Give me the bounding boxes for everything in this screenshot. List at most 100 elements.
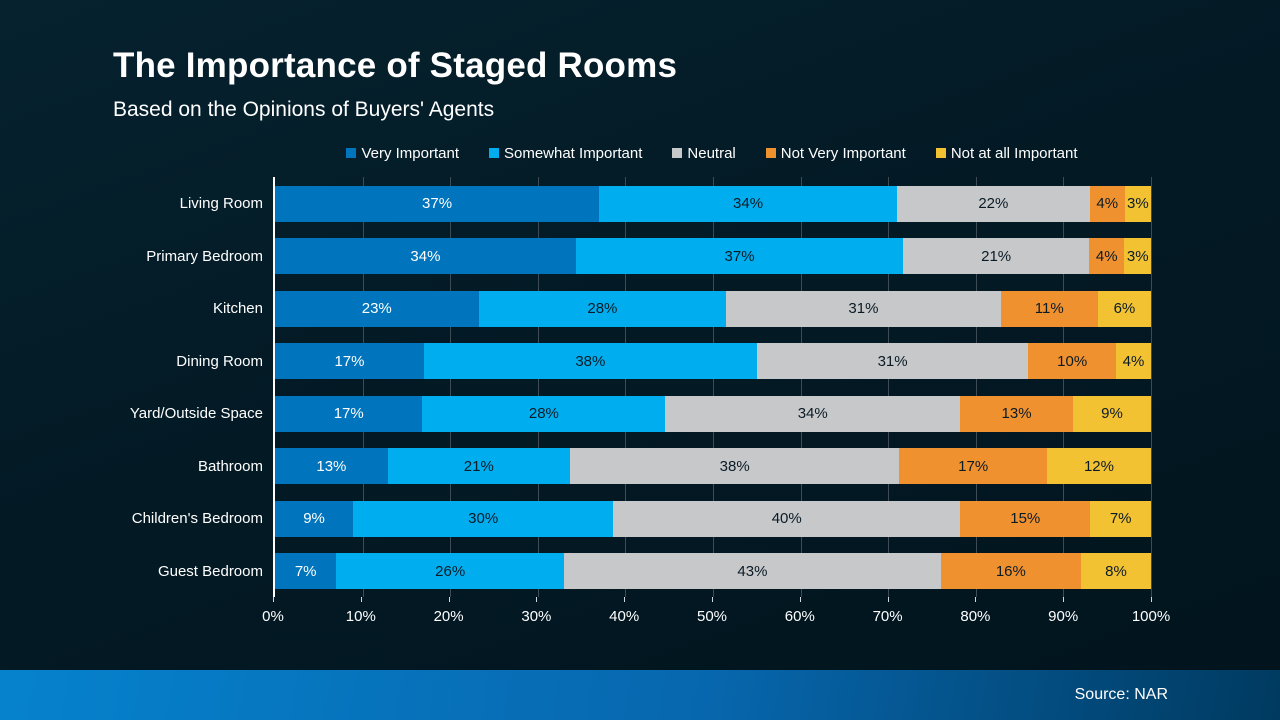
category-label: Dining Room — [176, 352, 263, 370]
chart-row: Bathroom 13% 21% 38% 17% 12% — [198, 440, 1151, 493]
stacked-bar: 13% 21% 38% 17% 12% — [275, 448, 1151, 484]
category-label: Guest Bedroom — [157, 562, 263, 580]
category-label: Yard/Outside Space — [129, 405, 263, 422]
bar-segment: 28% — [422, 395, 666, 432]
footer-bar: Source: NAR — [0, 670, 1280, 720]
bar-segment: 38% — [569, 448, 900, 484]
bar-segment: 13% — [960, 395, 1073, 432]
bar-segment: 17% — [275, 395, 423, 432]
stacked-bar: 17% 38% 31% 10% 4% — [275, 343, 1151, 379]
bar-segment: 23% — [275, 290, 479, 327]
category-label: Primary Bedroom — [146, 247, 263, 265]
x-axis: 0% 10% 20% 30% 40% 50% 60% 70% 80% 90% 100% — [262, 597, 1170, 631]
legend-swatch-icon — [488, 148, 499, 159]
axis-tick-label: 10% — [345, 608, 376, 626]
stacked-bar: 34% 37% 21% 4% 3% — [275, 238, 1151, 274]
category-label: Living Room — [179, 195, 263, 212]
bar-segment: 11% — [1000, 290, 1098, 327]
bar-segment: 12% — [1046, 448, 1151, 484]
bar-segment: 3% — [1124, 238, 1151, 274]
axis-tick-label: 30% — [521, 608, 552, 626]
axis-tick-label: 50% — [696, 608, 728, 626]
category-label: Children's Bedroom — [131, 510, 263, 527]
axis-tick — [887, 597, 889, 603]
gridlines — [275, 177, 1152, 598]
bar-segment: 34% — [275, 238, 576, 274]
chart-row: Dining Room 17% 38% 31% 10% 4% — [176, 335, 1151, 388]
bar-segment: 7% — [1090, 500, 1152, 537]
bar-segment: 37% — [575, 238, 904, 274]
axis-tick-label: 90% — [1048, 608, 1079, 626]
stacked-bar: 23% 28% 31% 11% 6% — [275, 290, 1151, 327]
legend-label: Neutral — [687, 144, 736, 162]
bar-segment: 37% — [275, 185, 600, 222]
legend-swatch-icon — [765, 148, 776, 159]
bar-segment: 31% — [726, 290, 1001, 327]
chart-row: Kitchen 23% 28% 31% 11% 6% — [213, 282, 1151, 335]
page-subtitle: Based on the Opinions of Buyers' Agents — [113, 98, 495, 122]
gridline — [362, 177, 364, 598]
legend-swatch-icon — [672, 148, 683, 159]
bar-rows: Living Room 37% 34% 22% 4% 3% Primary Bedroom 3… — [130, 177, 1152, 597]
chart-row: Children's Bedroom 9% 30% 40% 15% 7% — [132, 492, 1152, 545]
legend-swatch-icon — [346, 148, 357, 159]
axis-tick-label: 0% — [262, 608, 284, 626]
bar-segment: 38% — [423, 343, 757, 379]
axis-tick — [448, 597, 450, 603]
axis-tick-label: 70% — [872, 608, 903, 626]
bar-segment: 34% — [665, 395, 961, 432]
chart-row: Primary Bedroom 34% 37% 21% 4% 3% — [146, 230, 1151, 283]
stacked-bar: 37% 34% 22% 4% 3% — [275, 185, 1152, 222]
category-label: Kitchen — [212, 300, 263, 317]
legend-item: Not Very Important — [765, 144, 906, 162]
bar-segment: 4% — [1089, 185, 1125, 222]
gridline — [1151, 177, 1152, 598]
axis-tick — [536, 597, 538, 603]
gridline — [800, 177, 802, 598]
bar-segment: 40% — [613, 500, 961, 537]
gridline — [888, 177, 890, 598]
bar-segment: 13% — [275, 448, 388, 484]
stacked-bar: 9% 30% 40% 15% 7% — [275, 500, 1152, 537]
gridline — [1063, 177, 1065, 598]
bar-segment: 28% — [478, 290, 727, 327]
gridline — [975, 177, 977, 598]
gridline — [713, 177, 714, 598]
gridline — [625, 177, 627, 598]
axis-tick-label: 100% — [1131, 608, 1171, 626]
gridline — [450, 177, 452, 598]
axis-tick-label: 20% — [433, 608, 464, 626]
bar-segment: 4% — [1115, 343, 1151, 379]
chart-row: Living Room 37% 34% 22% 4% 3% — [180, 177, 1152, 230]
axis-tick — [975, 597, 977, 603]
page-title: The Importance of Staged Rooms — [113, 46, 678, 85]
legend-item: Somewhat Important — [488, 144, 643, 162]
legend-label: Very Important — [361, 144, 459, 162]
bar-segment: 22% — [896, 185, 1090, 222]
axis-tick — [799, 597, 801, 603]
chart-legend: Very Important Somewhat Important Neutral N… — [273, 144, 1151, 162]
bar-segment: 6% — [1097, 290, 1151, 327]
legend-label: Not Very Important — [780, 144, 906, 162]
legend-item: Very Important — [346, 145, 459, 162]
bar-segment: 9% — [1072, 395, 1151, 432]
axis-tick-label: 60% — [784, 608, 815, 626]
chart-row: Yard/Outside Space 17% 28% 34% 13% 9% — [130, 387, 1151, 440]
gridline — [537, 177, 539, 598]
axis-tick — [1151, 597, 1152, 603]
legend-label: Somewhat Important — [503, 144, 643, 162]
legend-swatch-icon — [935, 148, 946, 159]
bar-segment: 17% — [275, 343, 424, 379]
bar-segment: 7% — [275, 553, 337, 589]
legend-item: Neutral — [672, 144, 736, 162]
bar-segment: 21% — [903, 238, 1090, 274]
axis-tick-label: 80% — [960, 608, 991, 626]
bar-segment: 43% — [564, 553, 941, 589]
legend-item: Not at all Important — [935, 145, 1078, 162]
axis-tick — [624, 597, 626, 603]
bar-segment: 34% — [599, 185, 897, 222]
axis-tick — [712, 597, 713, 603]
bar-segment: 15% — [960, 500, 1091, 537]
bar-segment: 17% — [899, 448, 1047, 484]
axis-tick-label: 40% — [609, 608, 640, 626]
